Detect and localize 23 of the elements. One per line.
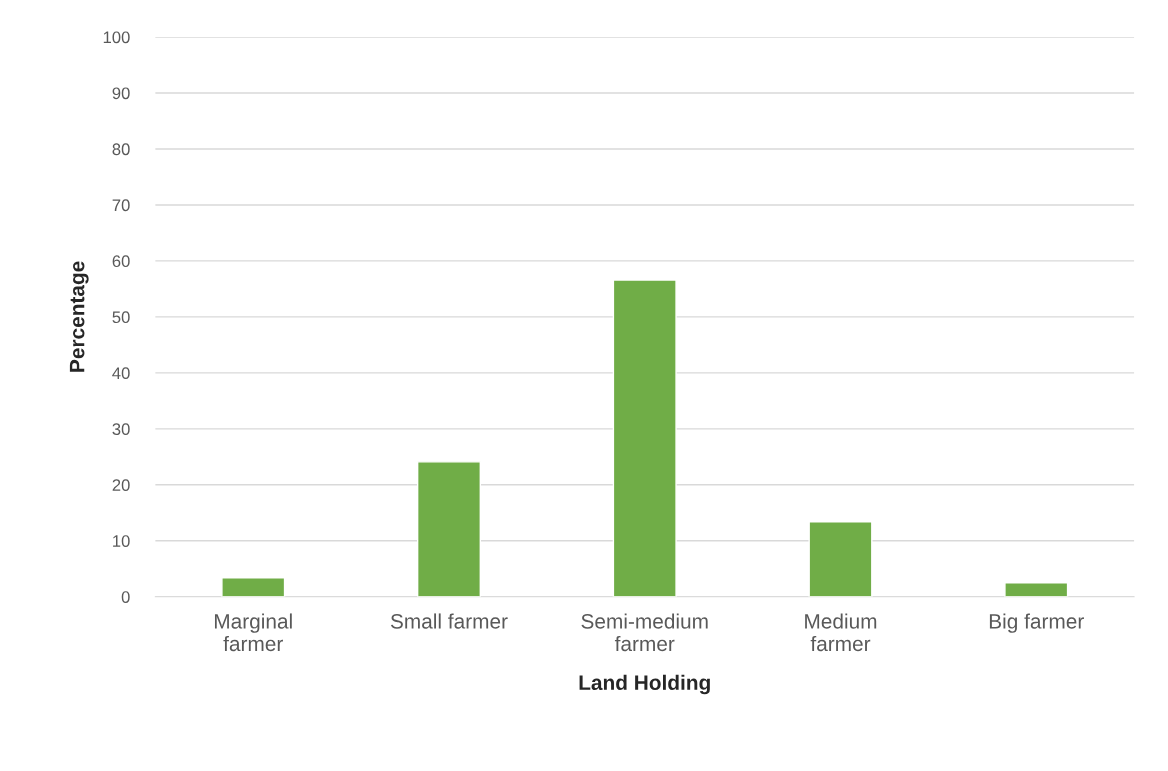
bar [416,461,481,597]
x-tick-label: Semi-medium farmer [581,613,708,652]
bar [808,521,873,597]
y-tick-label: 60 [112,255,130,268]
y-tick-label: 80 [112,143,130,156]
y-axis-title: Percentage [69,261,89,372]
y-tick-label: 10 [113,535,130,547]
y-tick-label: 50 [112,311,130,324]
x-tick-label: Marginal farmer [214,613,292,652]
x-axis-title: Land Holding [579,674,710,695]
bar [612,279,677,597]
y-tick-label: 90 [112,87,130,100]
bar [221,577,286,597]
y-tick-label: 100 [103,31,130,44]
x-tick-label: Medium farmer [805,613,877,652]
y-tick-label: 40 [112,367,130,380]
bar [1004,582,1069,597]
x-tick-label: Small farmer [390,613,508,629]
y-tick-label: 70 [112,199,130,212]
y-tick-label: 20 [112,479,130,492]
y-tick-label: 30 [112,423,130,436]
y-tick-label: 0 [121,591,130,603]
x-tick-label: Big farmer [989,613,1084,633]
